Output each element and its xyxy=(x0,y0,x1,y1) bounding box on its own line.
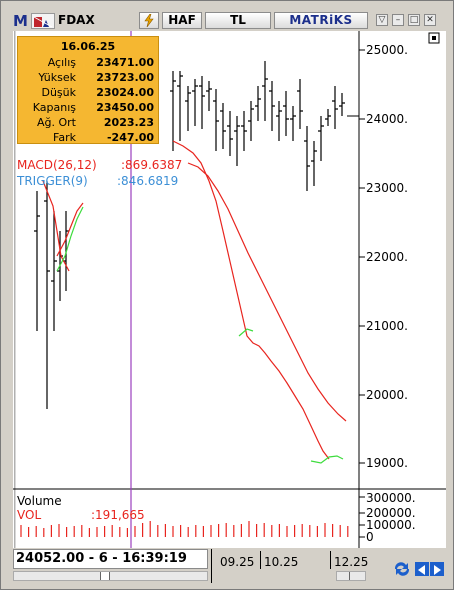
volume-axis-label: 0 xyxy=(366,530,374,544)
trigger-line xyxy=(56,202,84,257)
scroll-left-button[interactable] xyxy=(415,562,429,576)
menu-button[interactable]: M xyxy=(13,12,28,30)
price-chart[interactable]: 25000. 24000. 23000. 22000. 21000. 20000… xyxy=(13,31,446,548)
trigger-line xyxy=(187,162,347,422)
price-axis-label: 22000. xyxy=(366,250,408,264)
left-scroll-track[interactable] xyxy=(13,571,208,581)
volume-axis-label: 100000. xyxy=(366,518,416,532)
info-row: Kapanış 23450.00 xyxy=(18,100,158,115)
dropdown-button[interactable]: ▽ xyxy=(376,14,388,26)
price-axis-label: 23000. xyxy=(366,181,408,195)
ohlc-bars xyxy=(34,61,345,409)
info-row-label: Kapanış xyxy=(32,101,76,114)
close-button[interactable]: ✕ xyxy=(424,14,436,26)
currency-button[interactable]: TL xyxy=(205,12,271,29)
info-row-value: 2023.23 xyxy=(103,116,154,129)
lightning-icon xyxy=(144,13,154,28)
toolbar: M FDAX HAF TL MATRiKS ▽ – □ ✕ xyxy=(11,11,444,31)
time-label: 09.25 xyxy=(220,555,255,569)
volume-axis-label: 300000. xyxy=(366,491,416,505)
info-row-value: 23471.00 xyxy=(96,56,154,69)
price-readout: 24052.00 - 6 - 16:39:19 xyxy=(13,549,208,569)
info-row-label: Açılış xyxy=(47,56,76,69)
ohlc-info-box: 16.06.25 Açılış 23471.00 Yüksek 23723.00 Düş… xyxy=(17,36,159,144)
left-scroll-handle[interactable] xyxy=(100,572,110,580)
macd-green-segment xyxy=(238,328,254,337)
info-row-value: -247.00 xyxy=(106,131,154,144)
volume-bars xyxy=(20,521,349,537)
minimize-button[interactable]: – xyxy=(392,14,404,26)
price-axis-label: 24000. xyxy=(366,112,408,126)
arrow-right-icon xyxy=(434,565,441,575)
info-row-value: 23450.00 xyxy=(96,101,154,114)
info-row-label: Ağ. Ort xyxy=(37,116,76,129)
info-row-value: 23723.00 xyxy=(96,71,154,84)
macd-label: MACD(26,12) xyxy=(17,158,97,172)
arrow-left-icon xyxy=(418,565,425,575)
volume-title: Volume xyxy=(17,494,62,508)
trigger-label: TRIGGER(9) xyxy=(16,174,88,188)
scroll-right-button[interactable] xyxy=(430,562,444,576)
info-row: Düşük 23024.00 xyxy=(18,85,158,100)
trigger-value: :846.6819 xyxy=(117,174,178,188)
macd-green-segment xyxy=(310,455,344,464)
right-scroll-track[interactable] xyxy=(336,571,366,581)
trigger-green-segment xyxy=(56,206,84,272)
chart-area[interactable]: 25000. 24000. 23000. 22000. 21000. 20000… xyxy=(13,31,446,548)
vol-value: :191,665 xyxy=(91,508,145,522)
info-date: 16.06.25 xyxy=(60,40,116,53)
symbol-label[interactable]: FDAX xyxy=(58,13,95,27)
vol-label: VOL xyxy=(17,508,41,522)
price-axis-label: 25000. xyxy=(366,43,408,57)
volume-axis-label: 200000. xyxy=(366,506,416,520)
maximize-button[interactable]: □ xyxy=(408,14,420,26)
status-bar: 24052.00 - 6 - 16:39:19 09.25 10.25 12.2… xyxy=(11,547,447,583)
brand-button[interactable]: MATRiKS xyxy=(274,12,368,29)
lightning-button[interactable] xyxy=(139,12,159,29)
macd-value: :869.6387 xyxy=(121,158,182,172)
info-row: Fark -247.00 xyxy=(18,130,158,145)
refresh-icon xyxy=(394,562,410,576)
info-row: Ağ. Ort 2023.23 xyxy=(18,115,158,130)
time-label: 12.25 xyxy=(334,555,369,569)
symbol-logo-icon xyxy=(31,13,55,29)
info-row-label: Yüksek xyxy=(38,71,76,84)
macd-line xyxy=(42,180,70,272)
info-row-label: Düşük xyxy=(41,86,76,99)
info-row: Açılış 23471.00 xyxy=(18,55,158,70)
info-row-label: Fark xyxy=(53,131,76,144)
refresh-button[interactable] xyxy=(392,560,412,578)
time-scale: 09.25 10.25 12.25 xyxy=(211,549,368,583)
price-axis-label: 20000. xyxy=(366,388,408,402)
price-axis-label: 21000. xyxy=(366,319,408,333)
macd-line xyxy=(172,140,330,460)
period-button[interactable]: HAF xyxy=(162,12,202,29)
info-row-value: 23024.00 xyxy=(96,86,154,99)
time-label: 10.25 xyxy=(264,555,299,569)
price-axis-label: 19000. xyxy=(366,456,408,470)
info-row: Yüksek 23723.00 xyxy=(18,70,158,85)
